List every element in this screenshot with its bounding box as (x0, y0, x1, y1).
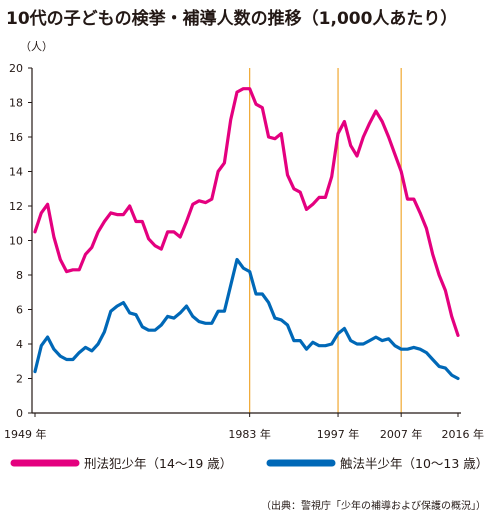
chart-title: 10代の子どもの検挙・補導人数の推移（1,000人あたり） (6, 9, 458, 29)
y-tick-label: 16 (9, 131, 23, 144)
y-tick-label: 10 (9, 235, 23, 248)
y-tick-label: 8 (16, 269, 23, 282)
x-tick-label: 1997 年 (317, 427, 360, 441)
x-tick-label: 2007 年 (380, 427, 423, 441)
y-tick-label: 14 (9, 166, 23, 179)
y-axis-unit-label: （人） (20, 40, 53, 53)
series-line-2 (33, 257, 460, 381)
y-tick-label: 4 (16, 338, 23, 351)
legend: 刑法犯少年（14〜19 歳） 触法半少年（10〜13 歳） (10, 456, 488, 471)
source-note: （出典：警視庁「少年の補導および保護の概況」） (261, 501, 486, 512)
x-tick-label: 1983 年 (228, 427, 271, 441)
y-tick-label: 20 (9, 62, 23, 75)
axes: （人） 0 2 4 6 8 10 12 14 16 18 20 1949 年 1983 年 1997 年 2… (4, 40, 484, 441)
y-tick-label: 18 (9, 97, 23, 110)
y-tick-label: 6 (16, 304, 23, 317)
x-tick-label: 2016 年 (442, 427, 485, 441)
legend-label-2: 触法半少年（10〜13 歳） (340, 456, 488, 471)
y-tick-label: 12 (9, 200, 23, 213)
series-line-1 (33, 87, 460, 337)
x-tick-label: 1949 年 (4, 427, 47, 441)
series-lines (33, 87, 460, 381)
y-tick-label: 2 (16, 373, 23, 386)
reference-lines (249, 68, 402, 413)
y-tick-label: 0 (16, 407, 23, 420)
legend-label-1: 刑法犯少年（14〜19 歳） (84, 456, 232, 471)
